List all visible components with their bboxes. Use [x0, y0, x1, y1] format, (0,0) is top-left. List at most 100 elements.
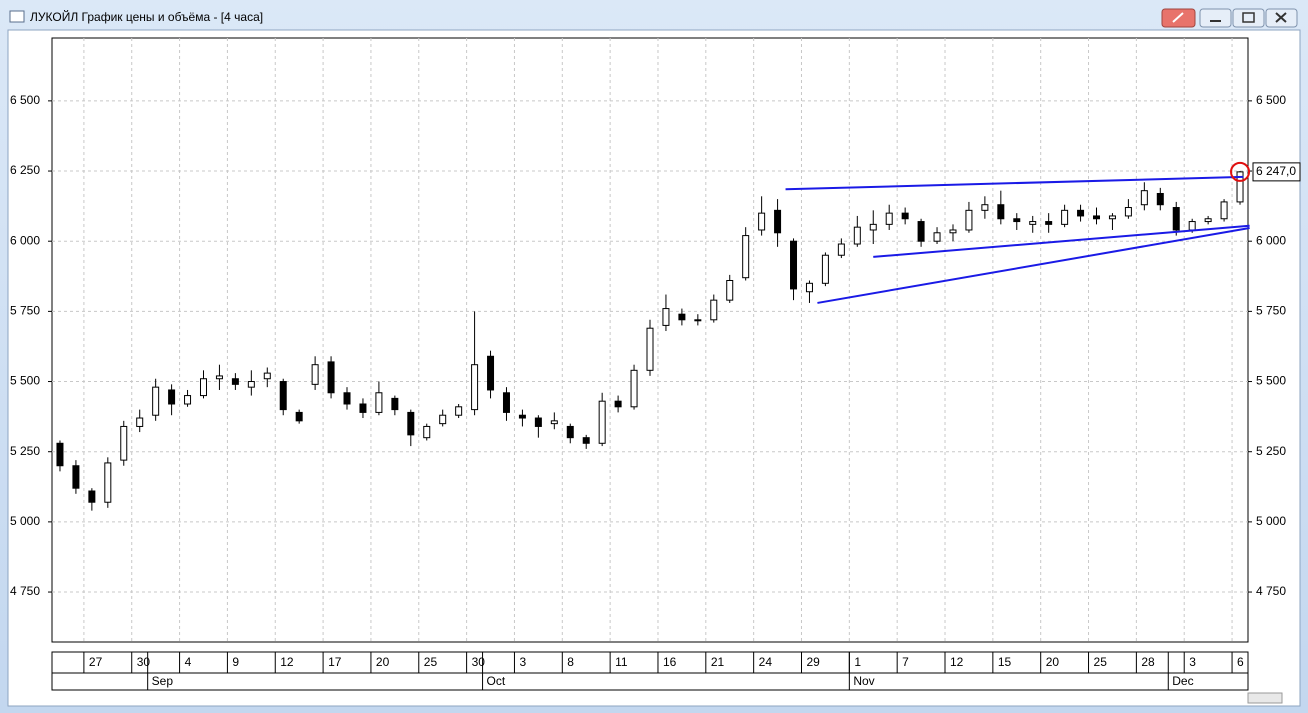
y-tick-label: 6 000	[10, 233, 40, 247]
day-label: 12	[950, 655, 964, 669]
day-label: 11	[615, 655, 628, 669]
day-label: 16	[663, 655, 677, 669]
candle-body	[837, 243, 845, 256]
day-label: 24	[759, 655, 773, 669]
month-label: Sep	[152, 674, 174, 688]
y-tick-label-right: 5 750	[1256, 304, 1286, 318]
trend-line	[873, 224, 1250, 258]
trend-line	[785, 175, 1244, 191]
candle-body	[1156, 192, 1164, 206]
month-label: Dec	[1172, 674, 1193, 688]
scrollbar[interactable]	[1247, 692, 1283, 704]
day-label: 12	[280, 655, 294, 669]
candle-body	[869, 223, 877, 231]
close-icon	[1275, 12, 1287, 23]
y-tick-label: 5 000	[10, 514, 40, 528]
month-label: Oct	[487, 674, 506, 688]
candle-body	[614, 400, 622, 408]
candle-body	[279, 381, 287, 411]
candle-body	[311, 364, 319, 385]
candle-body	[407, 411, 415, 436]
day-label: 30	[137, 655, 151, 669]
candle-body	[790, 240, 798, 290]
candle-body	[88, 490, 96, 503]
window-icon	[9, 10, 25, 23]
candle-body	[1045, 221, 1053, 225]
day-label: 3	[519, 655, 526, 669]
candle-body	[901, 212, 909, 220]
day-label: 29	[806, 655, 820, 669]
candle-body	[726, 279, 734, 301]
y-tick-label-right: 4 750	[1256, 584, 1286, 598]
y-tick-label-right: 5 000	[1256, 514, 1286, 528]
candle-body	[215, 375, 223, 380]
candle-body	[359, 403, 367, 413]
candle-body	[471, 364, 479, 411]
candle-body	[502, 392, 510, 413]
candle-body	[104, 462, 112, 503]
candle-body	[1124, 207, 1132, 217]
candle-body	[1204, 218, 1212, 223]
candle-body	[423, 425, 431, 439]
y-tick-label: 5 250	[10, 444, 40, 458]
candle-body	[630, 369, 638, 408]
day-label: 9	[232, 655, 239, 669]
day-label: 15	[998, 655, 1012, 669]
candle-body	[199, 378, 207, 397]
candle-body	[231, 378, 239, 385]
candle-body	[933, 232, 941, 242]
candle-body	[694, 319, 702, 322]
last-price-label: 6 247,0	[1256, 164, 1296, 178]
candle-body	[518, 414, 526, 419]
candle-body	[534, 417, 542, 427]
y-tick-label-right: 5 500	[1256, 374, 1286, 388]
day-label: 8	[567, 655, 574, 669]
chart-marks: 4 750 4 750 5 000 5 000 5 250 5 250 5 500 5 500…	[10, 38, 1301, 690]
candle-body	[805, 282, 813, 293]
day-label: 7	[902, 655, 909, 669]
day-label: 6	[1237, 655, 1244, 669]
candle-body	[774, 209, 782, 234]
candle-body	[917, 221, 925, 242]
candle-body	[343, 392, 351, 405]
candle-body	[821, 254, 829, 284]
minimize-button[interactable]	[1199, 8, 1232, 28]
candle-body	[566, 425, 574, 439]
candle-body	[168, 389, 176, 405]
candle-body	[853, 226, 861, 245]
candle-body	[550, 420, 558, 425]
restore-button[interactable]	[1232, 8, 1265, 28]
window-title: ЛУКОЙЛ График цены и объёма - [4 часа]	[30, 9, 263, 24]
y-tick-label-right: 5 250	[1256, 444, 1286, 458]
y-tick-label: 5 750	[10, 304, 40, 318]
candle-body	[758, 212, 766, 231]
candle-body	[885, 212, 893, 225]
month-label: Nov	[853, 674, 874, 688]
candle-body	[56, 442, 64, 467]
trend-line	[817, 227, 1250, 304]
candle-body	[1061, 209, 1069, 225]
candle-body	[1220, 201, 1228, 220]
candle-body	[247, 381, 255, 388]
y-tick-label: 6 500	[10, 93, 40, 107]
day-label: 25	[1094, 655, 1108, 669]
candle-body	[965, 209, 973, 231]
candle-body	[1188, 221, 1196, 231]
candle-body	[710, 299, 718, 321]
candle-body	[1140, 190, 1148, 206]
candle-body	[1013, 218, 1021, 223]
y-tick-label-right: 6 500	[1256, 93, 1286, 107]
day-label: 28	[1141, 655, 1155, 669]
candle-body	[742, 235, 750, 279]
candle-body	[1029, 221, 1037, 225]
day-label: 3	[1189, 655, 1196, 669]
candle-body	[949, 229, 957, 234]
candle-body	[487, 355, 495, 391]
day-label: 21	[711, 655, 725, 669]
candle-body	[1236, 171, 1244, 203]
day-label: 1	[854, 655, 861, 669]
candle-body	[582, 437, 590, 444]
candle-body	[678, 313, 686, 321]
